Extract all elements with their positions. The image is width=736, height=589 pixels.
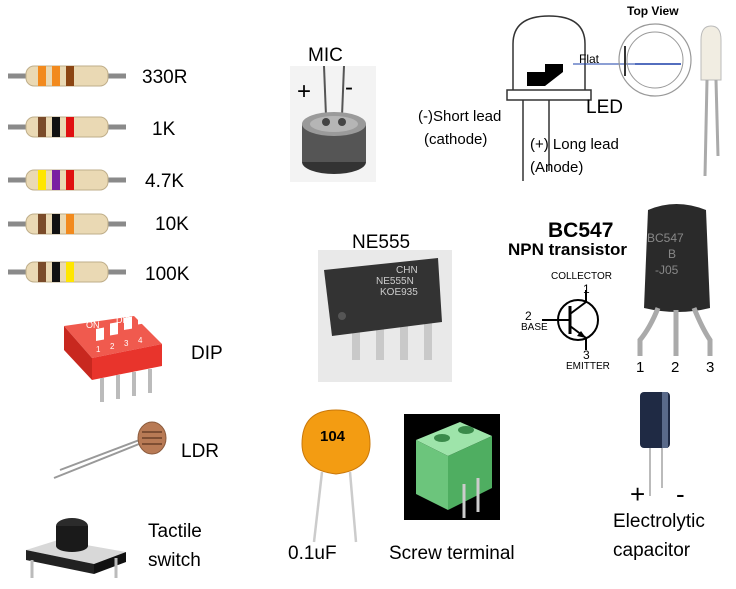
electrolytic-minus-sign: - xyxy=(676,479,685,509)
collector-pin-number: 1 xyxy=(583,282,590,296)
resistor-label-4-7k: 4.7K xyxy=(145,171,185,192)
resistor-band xyxy=(66,170,74,190)
electrolytic-capacitor-image xyxy=(630,388,680,498)
resistor-band xyxy=(52,66,60,86)
dip-body-text: DIP xyxy=(116,315,132,325)
tactile-switch-label-1: Tactile xyxy=(148,521,202,542)
mic-title: MIC xyxy=(308,45,343,66)
emitter-label: EMITTER xyxy=(566,361,610,372)
dip-label: DIP xyxy=(191,343,223,364)
ceramic-capacitor-label: 0.1uF xyxy=(288,543,337,564)
base-pin-number: 2 xyxy=(525,309,532,323)
led-anode-label: (Anode) xyxy=(530,159,584,176)
dip-on-text: ON xyxy=(86,320,100,330)
resistor-band xyxy=(66,117,74,137)
resistor-band xyxy=(52,170,60,190)
base-label: BASE xyxy=(521,322,548,333)
tactile-switch-image xyxy=(20,498,132,582)
electrolytic-plus-sign: + xyxy=(630,479,646,509)
resistor-330r xyxy=(8,64,126,88)
resistor-band xyxy=(66,262,74,282)
dip-num-1: 1 xyxy=(96,345,101,354)
emitter-pin-number: 3 xyxy=(583,348,590,362)
resistor-10k xyxy=(8,212,126,236)
bc547-body-text-3: -J05 xyxy=(655,263,679,277)
resistor-label-1k: 1K xyxy=(152,119,176,140)
electrolytic-label-1: Electrolytic xyxy=(613,511,705,532)
microphone-image xyxy=(290,65,376,182)
ne555-chip-text-2: NE555N xyxy=(376,276,414,287)
resistor-label-10k: 10K xyxy=(155,214,189,235)
bc547-leg-1: 1 xyxy=(636,359,645,376)
ne555-chip-text-3: KOE935 xyxy=(380,287,418,298)
resistor-band xyxy=(52,117,60,137)
resistor-100k xyxy=(8,260,126,284)
dip-num-3: 3 xyxy=(124,339,129,348)
resistor-band xyxy=(52,214,60,234)
dip-switch-image xyxy=(56,311,166,406)
ldr-image xyxy=(52,418,172,480)
resistor-1k xyxy=(8,115,126,139)
bc547-transistor-image xyxy=(628,200,724,364)
dip-num-2: 2 xyxy=(110,342,115,351)
led-flat-label: Flat xyxy=(579,52,600,66)
npn-transistor-symbol xyxy=(540,290,610,350)
resistor-band xyxy=(38,66,46,86)
dip-num-4: 4 xyxy=(138,336,143,345)
screw-terminal-label: Screw terminal xyxy=(389,543,515,564)
resistor-label-100k: 100K xyxy=(145,264,190,285)
led-diagram xyxy=(505,6,735,186)
resistor-band xyxy=(38,214,46,234)
screw-terminal-image xyxy=(404,414,500,520)
resistor-band xyxy=(52,262,60,282)
collector-label: COLLECTOR xyxy=(551,271,612,282)
ne555-title: NE555 xyxy=(352,232,411,253)
resistor-band xyxy=(38,117,46,137)
tactile-switch-label-2: switch xyxy=(148,550,201,571)
bc547-leg-3: 3 xyxy=(706,359,715,376)
resistor-4-7k xyxy=(8,168,126,192)
ldr-label: LDR xyxy=(181,441,220,462)
ne555-chip-text-1: CHN xyxy=(396,265,418,276)
mic-minus-sign: - xyxy=(345,74,353,101)
ceramic-capacitor-image xyxy=(296,404,376,544)
bc547-title: BC547 xyxy=(548,219,614,242)
bc547-body-text-2: B xyxy=(668,247,677,261)
resistor-band xyxy=(66,66,74,86)
resistor-band xyxy=(38,262,46,282)
led-top-view-label: Top View xyxy=(627,4,679,18)
led-long-lead-label: (+) Long lead xyxy=(530,136,619,153)
led-cathode-label: (cathode) xyxy=(424,131,488,148)
resistor-band xyxy=(66,214,74,234)
ne555-chip-image xyxy=(318,250,452,382)
led-short-lead-label: (-)Short lead xyxy=(418,108,502,125)
mic-plus-sign: + xyxy=(297,78,312,105)
bc547-subtitle: NPN transistor xyxy=(508,240,628,259)
resistor-band xyxy=(38,170,46,190)
resistor-label-330r: 330R xyxy=(142,67,188,88)
electrolytic-label-2: capacitor xyxy=(613,540,691,561)
ceramic-capacitor-code: 104 xyxy=(320,428,346,445)
bc547-leg-2: 2 xyxy=(671,359,680,376)
led-title: LED xyxy=(586,97,623,118)
bc547-body-text-1: BC547 xyxy=(647,231,684,245)
